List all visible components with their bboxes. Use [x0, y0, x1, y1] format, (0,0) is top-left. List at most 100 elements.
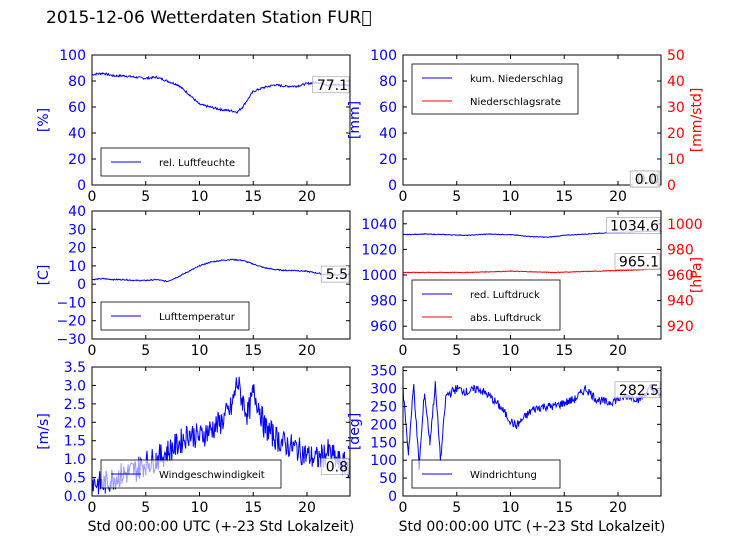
legend-label: red. Luftdruck — [470, 290, 540, 301]
value-annotation-box — [629, 170, 659, 188]
value-annotation-box — [614, 253, 661, 270]
plot-frame — [402, 54, 662, 186]
y2-axis-label: [hPa] — [689, 257, 705, 293]
y-tick-label: 1020 — [361, 242, 397, 258]
figure-title: 2015-12-06 Wetterdaten Station FUR  — [46, 8, 372, 28]
value-annotation-box — [320, 265, 350, 283]
x-tick-label: 0 — [399, 500, 408, 516]
y2-tick-label: 940 — [667, 294, 694, 310]
y-tick-label: 3.0 — [64, 378, 86, 394]
y-tick-label: 250 — [370, 399, 397, 415]
y-tick-label: 980 — [370, 294, 397, 310]
y-tick-label: 3.5 — [64, 360, 86, 376]
x-tick-label: 20 — [298, 189, 316, 205]
y-tick-label: 1.0 — [64, 452, 86, 468]
y-tick-label: 40 — [68, 204, 86, 220]
x-tick-label: 15 — [555, 189, 573, 205]
y-tick-label: 150 — [370, 435, 397, 451]
y2-tick-label: 0 — [667, 178, 676, 194]
x-tick-label: 0 — [88, 189, 97, 205]
y-tick-label: 0 — [388, 489, 397, 505]
y-tick-label: 10 — [68, 259, 86, 275]
y-tick-label: 200 — [370, 417, 397, 433]
y-axis-label: [m/s] — [36, 413, 52, 450]
x-tick-label: 5 — [141, 189, 150, 205]
y-tick-label: 0 — [77, 178, 86, 194]
y-tick-label: 1040 — [361, 217, 397, 233]
x-axis-label: Std 00:00:00 UTC (+-23 Std Lokalzeit) — [88, 519, 355, 535]
value-annotation: 0.8 — [326, 460, 348, 476]
y-tick-label: 30 — [68, 222, 86, 238]
x-tick-label: 15 — [244, 500, 262, 516]
legend: rel. Luftfeuchte — [100, 147, 250, 177]
y2-tick-label: 1000 — [667, 217, 703, 233]
y2-tick-label: 920 — [667, 319, 694, 335]
y-tick-label: 100 — [370, 48, 397, 64]
value-annotation: 0.0 — [635, 172, 657, 188]
y-tick-label: 1.5 — [64, 434, 86, 450]
y-tick-label: 300 — [370, 382, 397, 398]
value-annotation: 77.1 — [317, 78, 348, 94]
y-tick-label: 0.0 — [64, 489, 86, 505]
value-annotation: 965.1 — [619, 254, 659, 270]
panel-middle-left: 0 5 10 15 20 −30 −20 −10 0 10 20 30 40 [C] Lufttempera… — [36, 204, 351, 359]
series-line-lufttemperatur — [92, 258, 350, 283]
x-tick-label: 20 — [609, 500, 627, 516]
y-axis-label: [deg] — [347, 413, 363, 450]
x-tick-label: 10 — [502, 500, 520, 516]
y-tick-label: 960 — [370, 319, 397, 335]
value-annotation-box — [606, 217, 661, 235]
y-tick-label: 1000 — [361, 268, 397, 284]
value-annotation-box — [320, 458, 350, 475]
y2-tick-label: 980 — [667, 242, 694, 258]
legend-box — [411, 63, 579, 115]
plot-frame — [91, 54, 351, 186]
x-tick-label: 10 — [502, 189, 520, 205]
x-tick-label: 0 — [88, 500, 97, 516]
legend: Windrichtung — [411, 459, 561, 489]
y-tick-label: 0 — [77, 277, 86, 293]
x-tick-label: 10 — [502, 343, 520, 359]
y-axis-label: [%] — [36, 108, 52, 132]
y2-axis-label: [mm/std] — [689, 88, 705, 153]
plot-frame — [91, 366, 351, 497]
panel-top-right: 0 5 10 15 20 0 20 40 60 80 100 0 10 20 30 40 50 [mm/std] [… — [347, 48, 705, 205]
x-tick-label: 15 — [555, 343, 573, 359]
y2-tick-label: 30 — [667, 100, 685, 116]
value-annotation: 5.5 — [326, 267, 348, 283]
legend: red. Luftdruck abs. Luftdruck — [411, 279, 561, 331]
x-tick-label: 10 — [191, 343, 209, 359]
x-tick-label: 5 — [452, 189, 461, 205]
value-annotation-box — [312, 76, 350, 94]
x-tick-label: 10 — [191, 189, 209, 205]
y2-tick-label: 40 — [667, 74, 685, 90]
y-tick-label: 40 — [68, 126, 86, 142]
x-tick-label: 20 — [298, 500, 316, 516]
y-tick-label: 20 — [68, 241, 86, 257]
y2-tick-label: 10 — [667, 152, 685, 168]
y2-tick-label: 960 — [667, 268, 694, 284]
y-tick-label: 0.5 — [64, 471, 86, 487]
plot-frame — [402, 366, 662, 497]
x-tick-label: 10 — [191, 500, 209, 516]
x-tick-label: 20 — [298, 343, 316, 359]
y-tick-label: 60 — [379, 100, 397, 116]
value-annotation: 282.5 — [619, 383, 659, 399]
panel-top-left: 0 5 10 15 20 0 20 40 60 80 100 [%] rel. Luftfeuchte 7… — [36, 48, 351, 205]
value-annotation: 1034.6 — [610, 219, 659, 235]
y-tick-label: 60 — [68, 100, 86, 116]
legend-label: Lufttemperatur — [159, 312, 236, 323]
x-tick-label: 15 — [244, 343, 262, 359]
panel-middle-right: 0 5 10 15 20 960 980 1000 1020 1040 920 940 960 980 10… — [361, 210, 705, 359]
y2-tick-label: 50 — [667, 48, 685, 64]
y2-tick-label: 20 — [667, 126, 685, 142]
y-tick-label: 20 — [68, 152, 86, 168]
y-tick-label: 50 — [379, 471, 397, 487]
x-tick-label: 15 — [555, 500, 573, 516]
legend-label: Windrichtung — [470, 470, 537, 481]
x-tick-label: 5 — [141, 500, 150, 516]
legend-label: rel. Luftfeuchte — [159, 158, 235, 169]
y-tick-label: −10 — [56, 295, 86, 311]
